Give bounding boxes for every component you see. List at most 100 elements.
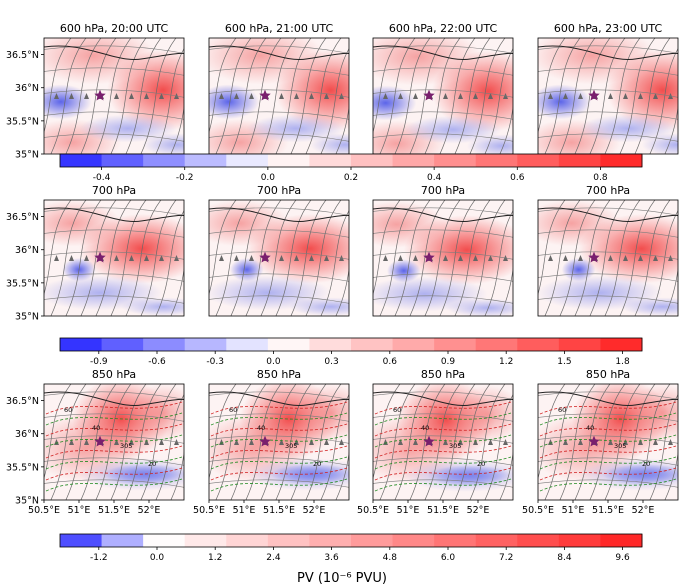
streamline-arrow-icon [638,93,643,99]
colorbar-segment [558,338,601,351]
streamline [65,38,102,154]
streamline [44,89,184,98]
streamline [230,38,267,154]
contour-label: 40 [257,424,265,432]
streamline-arrow-icon [219,255,224,261]
streamline [44,273,184,282]
streamline [95,384,132,500]
streamline [589,384,626,500]
streamline [209,273,349,282]
location-star-icon [423,89,435,101]
pv-region [373,85,417,121]
streamline-arrow-icon [84,93,89,99]
streamline [538,413,678,422]
streamline-arrow-icon [234,93,239,99]
streamline [664,451,678,500]
pv-region [578,114,677,143]
streamline [484,48,513,154]
streamline [469,384,506,500]
streamline [209,111,349,120]
x-tick-label: 52°E [303,505,326,516]
streamline [499,105,513,154]
colorbar-tick-label: 1.5 [557,357,571,367]
colorbar-tick-label: 1.2 [208,553,222,563]
colorbar-tick-label: 0.4 [427,173,442,183]
colorbar-tick-label: 0.3 [324,357,338,367]
panel-title: 600 hPa, 21:00 UTC [225,22,334,35]
streamline [80,38,117,154]
streamline [574,38,611,154]
colorbar-segment [101,534,144,547]
x-tick-label: 51°E [233,505,256,516]
streamline-arrow-icon [518,255,523,261]
pv-region [538,200,621,247]
colorbar-segment [517,154,560,167]
contour-label: 305 [449,442,461,450]
streamline [538,435,678,444]
streamline [589,200,626,316]
streamline-arrow-icon [294,439,299,445]
streamline [155,48,184,154]
colorbar-tick-label: -0.9 [90,357,108,367]
streamline-arrow-icon [563,255,568,261]
contour-label: 40 [421,424,429,432]
x-tick-label: 52°E [138,505,161,516]
colorbar: -0.9 -0.6 -0.3 0.0 0.3 0.6 0.9 1.2 1.5 1.8 [59,337,643,367]
contour-label: 60 [64,406,72,414]
colorbar-segment [392,154,435,167]
streamline-arrow-icon [189,93,194,99]
streamline-arrow-icon [84,255,89,261]
streamline-arrow-icon [563,439,568,445]
streamline-arrow-icon [249,255,254,261]
colorbar-segment [600,534,643,547]
pv-region [387,259,421,283]
colorbar-segment [184,338,227,351]
panel-field [538,38,678,154]
streamline-arrow-icon [548,439,553,445]
streamline-arrow-icon [578,255,583,261]
colorbar-segment [600,338,643,351]
x-tick-label: 51.5°E [592,505,624,516]
x-tick-label: 51.5°E [263,505,295,516]
colorbar-segment [434,338,477,351]
streamline-arrow-icon [443,93,448,99]
contour-label: 305 [120,442,132,450]
streamline-arrow-icon [623,255,628,261]
colorbar-segment [558,534,601,547]
contour-label: 20 [148,460,156,468]
colorbar-segment [558,154,601,167]
streamline-arrow-icon [443,439,448,445]
location-star-icon [94,251,106,263]
panel-field [373,200,523,316]
colorbar-segment [517,338,560,351]
location-star-icon [94,89,106,101]
x-tick-label: 50.5°E [522,505,554,516]
streamline [373,67,513,76]
streamline [373,295,513,304]
streamline-arrow-icon [443,255,448,261]
streamline [305,38,342,154]
streamline-arrow-icon [653,93,658,99]
pv-region [209,84,260,120]
colorbar-tick-label: -0.2 [176,173,194,183]
border-line [373,45,513,60]
streamline [50,200,87,316]
streamline [44,457,184,466]
streamline-arrow-icon [383,93,388,99]
streamline-arrow-icon [54,255,59,261]
map-panel: 850 hPa 60 40 305 20 50.5°E 51°E 51.5°E 52°E [357,368,514,516]
pv-region [538,84,592,120]
streamline-arrow-icon [458,439,463,445]
colorbar: -1.2 0.0 1.2 2.4 3.6 4.8 6.0 7.2 8.4 9.6 [59,533,643,563]
contour-label: 60 [393,406,401,414]
x-tick-label: 52°E [467,505,490,516]
streamline [44,45,184,54]
map-panel: 700 hPa [537,184,679,317]
streamline [320,210,349,316]
streamline [394,384,431,500]
streamline [664,267,678,316]
map-panel: 850 hPa 60 40 305 20 50.5°E 51°E 51.5°E 52°E [193,368,350,516]
pv-region [128,384,184,442]
colorbar-tick-label: -0.4 [93,173,111,183]
